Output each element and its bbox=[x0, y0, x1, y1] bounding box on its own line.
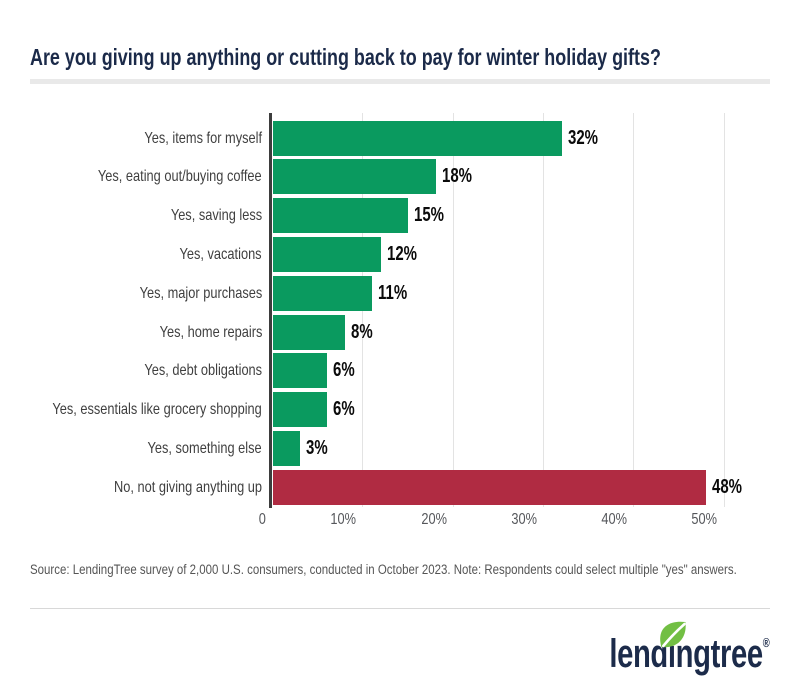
bar-yes bbox=[273, 392, 328, 428]
footer-divider bbox=[30, 608, 770, 609]
category-label: Yes, items for myself bbox=[144, 129, 262, 147]
x-tick-label: 40% bbox=[601, 511, 628, 528]
bar-yes bbox=[273, 430, 301, 466]
category-label: Yes, major purchases bbox=[139, 284, 262, 302]
category-label: Yes, vacations bbox=[179, 245, 262, 263]
bar-row: Yes, essentials like grocery shopping 6% bbox=[0, 392, 800, 428]
value-label: 12% bbox=[387, 242, 418, 265]
bar-row: Yes, saving less 15% bbox=[0, 198, 800, 234]
x-tick-label: 0 bbox=[258, 511, 266, 528]
category-label: Yes, home repairs bbox=[159, 323, 262, 341]
wordmark-part1: lend bbox=[609, 632, 669, 676]
value-label: 6% bbox=[333, 398, 355, 421]
value-label: 11% bbox=[378, 281, 408, 304]
y-axis-line bbox=[269, 113, 272, 508]
x-tick-label: 20% bbox=[420, 511, 447, 528]
wordmark-part2: ngtree bbox=[675, 632, 763, 676]
bar-row: Yes, something else 3% bbox=[0, 430, 800, 466]
bar-chart: Yes, items for myself 32% Yes, eating out/… bbox=[0, 113, 800, 528]
category-label: No, not giving anything up bbox=[113, 478, 262, 496]
bar-row: No, not giving anything up 48% bbox=[0, 469, 800, 505]
value-label: 8% bbox=[351, 320, 373, 343]
bar-yes bbox=[273, 159, 436, 195]
bar-row: Yes, eating out/buying coffee 18% bbox=[0, 159, 800, 195]
value-label: 18% bbox=[441, 165, 472, 188]
category-label: Yes, something else bbox=[147, 439, 262, 457]
wordmark-dotless-i: ı bbox=[668, 632, 676, 676]
value-label: 48% bbox=[712, 475, 743, 498]
bar-yes bbox=[273, 275, 373, 311]
chart-title: Are you giving up anything or cutting ba… bbox=[30, 44, 661, 70]
bar-yes bbox=[273, 314, 346, 350]
bar-yes bbox=[273, 198, 409, 234]
lendingtree-wordmark: lend ıngtree® bbox=[609, 621, 770, 683]
wordmark-i: ı bbox=[660, 621, 687, 676]
x-tick-label: 10% bbox=[330, 511, 357, 528]
lendingtree-logo: lend ıngtree® bbox=[470, 612, 770, 682]
gridline-50 bbox=[723, 113, 725, 507]
bar-row: Yes, major purchases 11% bbox=[0, 275, 800, 311]
registered-mark: ® bbox=[762, 635, 770, 650]
value-label: 3% bbox=[306, 436, 328, 459]
bar-yes bbox=[273, 353, 328, 389]
leaf-icon bbox=[660, 621, 687, 648]
bar-row: Yes, items for myself 32% bbox=[0, 120, 800, 156]
value-label: 15% bbox=[414, 204, 445, 227]
bar-row: Yes, vacations 12% bbox=[0, 236, 800, 272]
gridline-30 bbox=[542, 113, 544, 507]
category-label: Yes, eating out/buying coffee bbox=[98, 168, 262, 186]
gridline-40 bbox=[633, 113, 635, 507]
category-label: Yes, saving less bbox=[170, 207, 262, 225]
category-label: Yes, essentials like grocery shopping bbox=[52, 401, 262, 419]
x-tick-label: 50% bbox=[691, 511, 718, 528]
bar-yes bbox=[273, 236, 382, 272]
gridline-20 bbox=[452, 113, 454, 507]
bar-no bbox=[273, 469, 707, 505]
bar-row: Yes, home repairs 8% bbox=[0, 314, 800, 350]
bar-yes bbox=[273, 120, 562, 156]
bar-row: Yes, debt obligations 6% bbox=[0, 353, 800, 389]
category-label: Yes, debt obligations bbox=[144, 362, 262, 380]
value-label: 32% bbox=[567, 126, 598, 149]
x-tick-label: 30% bbox=[511, 511, 537, 528]
title-divider bbox=[30, 79, 770, 84]
value-label: 6% bbox=[333, 359, 355, 382]
source-note: Source: LendingTree survey of 2,000 U.S.… bbox=[30, 562, 737, 577]
